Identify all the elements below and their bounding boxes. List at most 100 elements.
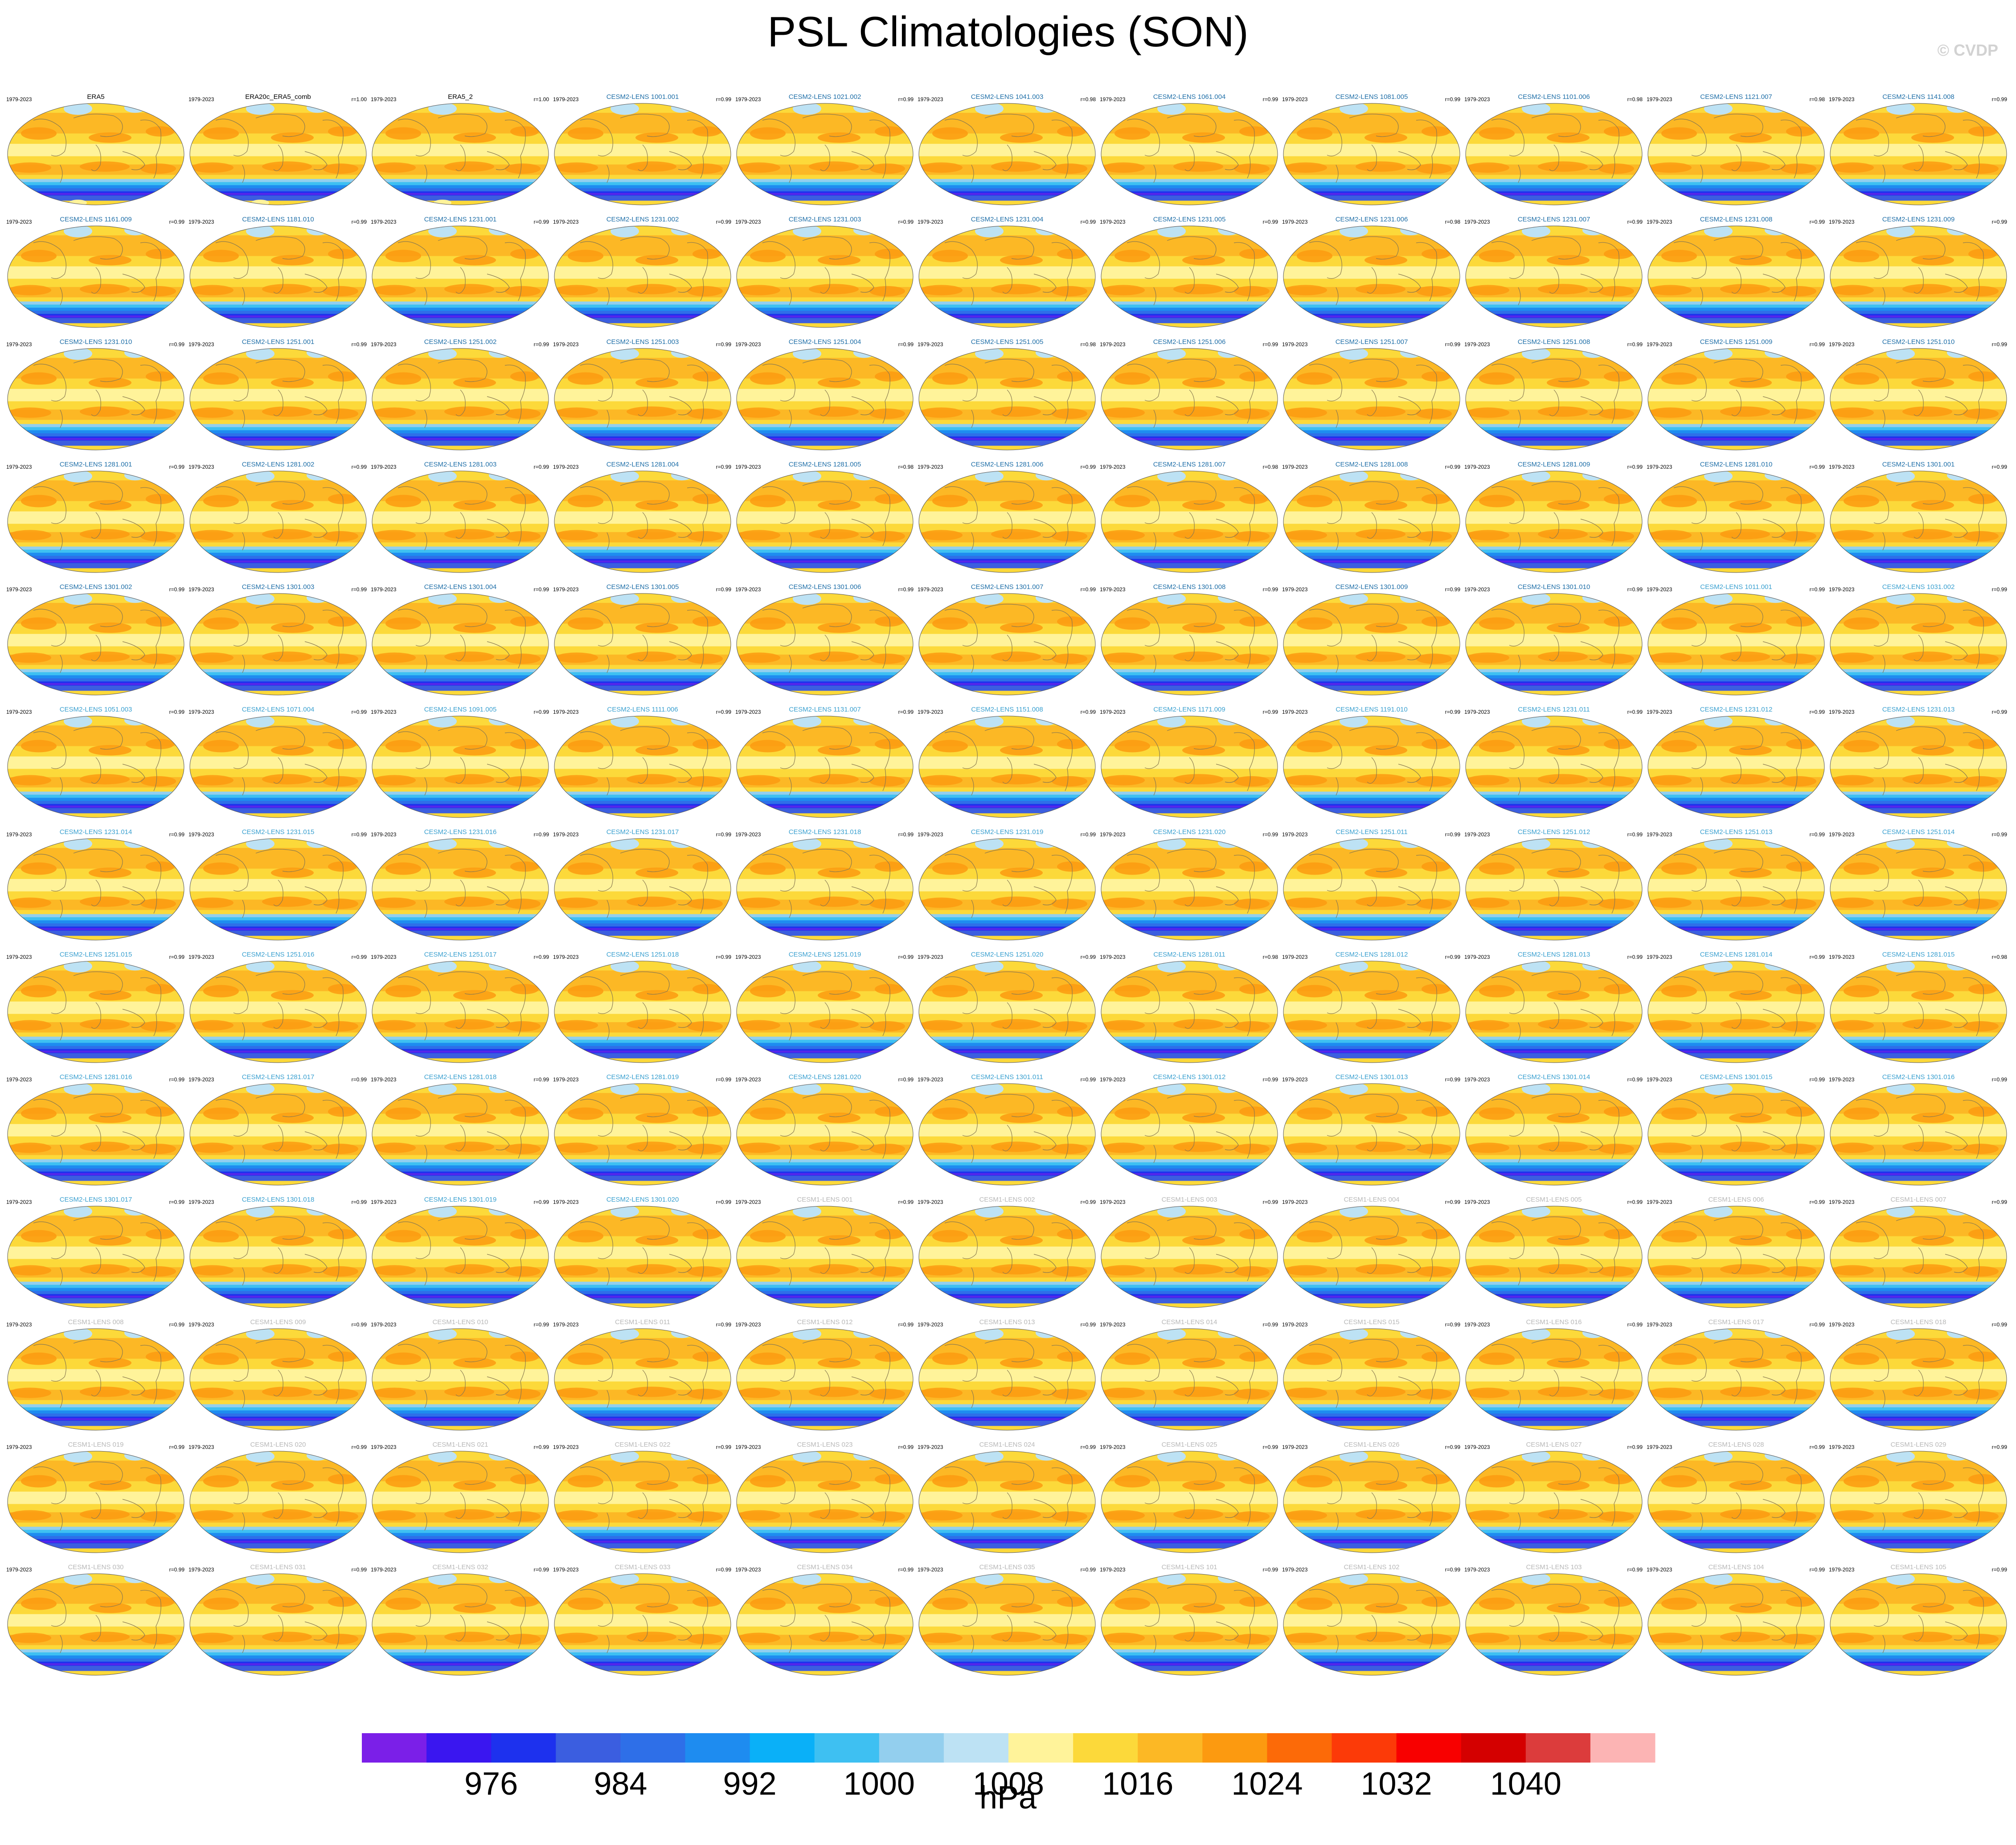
panel-title: CESM1-LENS 024 — [979, 1441, 1035, 1448]
panel-title: CESM1-LENS 023 — [797, 1441, 853, 1448]
panel-title: CESM2-LENS 1231.009 — [1882, 216, 1955, 223]
panel-period-label: 1979-2023 — [1282, 1076, 1308, 1083]
panel-period-label: 1979-2023 — [918, 1199, 943, 1205]
panel-period-label: 1979-2023 — [553, 1567, 579, 1573]
panel-period-label: 1979-2023 — [1829, 341, 1855, 348]
panel-period-label: 1979-2023 — [735, 1444, 761, 1450]
panel-pattern-correlation: r=0.99 — [169, 831, 184, 838]
colorbar-swatch — [1138, 1733, 1203, 1763]
panel-period-label: 1979-2023 — [371, 954, 397, 960]
colorbar-swatch — [1202, 1733, 1267, 1763]
panel-title: CESM1-LENS 003 — [1161, 1196, 1217, 1203]
map-panel: 1979-2023 CESM2-LENS 1051.003 r=0.99 — [4, 697, 187, 818]
psl-map — [1465, 225, 1643, 328]
psl-map — [372, 838, 549, 941]
panel-pattern-correlation: r=0.99 — [716, 709, 731, 715]
panel-pattern-correlation: r=0.99 — [716, 96, 731, 102]
psl-map — [736, 1573, 914, 1676]
panel-period-label: 1979-2023 — [1647, 464, 1672, 470]
panel-pattern-correlation: r=0.99 — [1809, 1321, 1825, 1328]
panel-pattern-correlation: r=0.99 — [351, 1076, 367, 1083]
panel-period-label: 1979-2023 — [1100, 1444, 1126, 1450]
panel-pattern-correlation: r=0.99 — [351, 219, 367, 225]
map-panel: 1979-2023 CESM2-LENS 1281.004 r=0.99 — [551, 452, 734, 573]
colorbar-swatch — [556, 1733, 621, 1763]
panel-title: CESM2-LENS 1251.015 — [59, 951, 132, 958]
psl-map — [554, 1328, 731, 1431]
map-panel: 1979-2023 CESM2-LENS 1231.010 r=0.99 — [4, 330, 187, 451]
panel-title: CESM2-LENS 1091.005 — [424, 706, 497, 713]
panel-title: CESM1-LENS 020 — [250, 1441, 306, 1448]
panel-pattern-correlation: r=0.99 — [1627, 954, 1643, 960]
panel-period-label: 1979-2023 — [1282, 709, 1308, 715]
panel-title: CESM2-LENS 1251.012 — [1517, 828, 1590, 836]
map-panel: 1979-2023 CESM2-LENS 1231.011 r=0.99 — [1463, 697, 1645, 818]
panel-title: CESM2-LENS 1111.006 — [607, 706, 678, 713]
panel-pattern-correlation: r=0.99 — [533, 586, 549, 593]
map-panel: 1979-2023 CESM1-LENS 016 r=0.99 — [1463, 1310, 1645, 1431]
panel-period-label: 1979-2023 — [1829, 1199, 1855, 1205]
psl-map — [372, 103, 549, 205]
panel-period-label: 1979-2023 — [6, 954, 32, 960]
panel-pattern-correlation: r=0.99 — [1080, 219, 1096, 225]
panel-pattern-correlation: r=0.99 — [1627, 1444, 1643, 1450]
map-panel: 1979-2023 CESM2-LENS 1251.013 r=0.99 — [1645, 820, 1828, 941]
map-panel: 1979-2023 CESM1-LENS 021 r=0.99 — [369, 1432, 552, 1554]
map-panel: 1979-2023 CESM1-LENS 013 r=0.99 — [916, 1310, 1098, 1431]
panel-period-label: 1979-2023 — [1464, 1444, 1490, 1450]
psl-map — [736, 593, 914, 695]
colorbar-swatch — [1332, 1733, 1397, 1763]
colorbar-swatch — [943, 1733, 1009, 1763]
panel-pattern-correlation: r=0.99 — [533, 1444, 549, 1450]
panel-period-label: 1979-2023 — [188, 1567, 214, 1573]
psl-map — [1283, 470, 1460, 573]
psl-map — [189, 348, 367, 450]
panel-period-label: 1979-2023 — [188, 219, 214, 225]
panel-title: CESM2-LENS 1251.014 — [1882, 828, 1955, 836]
panel-pattern-correlation: r=0.99 — [1080, 1567, 1096, 1573]
map-panel: 1979-2023 CESM2-LENS 1231.016 r=0.99 — [369, 820, 552, 941]
psl-map — [918, 838, 1096, 941]
panel-period-label: 1979-2023 — [1282, 1321, 1308, 1328]
panel-period-label: 1979-2023 — [371, 1076, 397, 1083]
panel-pattern-correlation: r=0.99 — [1445, 831, 1460, 838]
psl-map — [1101, 348, 1278, 450]
panel-period-label: 1979-2023 — [6, 1076, 32, 1083]
psl-map — [1830, 348, 2007, 450]
panel-period-label: 1979-2023 — [1464, 464, 1490, 470]
panel-period-label: 1979-2023 — [1829, 219, 1855, 225]
map-panel: 1979-2023 CESM2-LENS 1231.005 r=0.99 — [1098, 207, 1281, 328]
panel-period-label: 1979-2023 — [553, 1076, 579, 1083]
psl-map — [1465, 470, 1643, 573]
panel-title: CESM2-LENS 1231.004 — [971, 216, 1044, 223]
map-panel: 1979-2023 CESM1-LENS 035 r=0.99 — [916, 1555, 1098, 1676]
map-panel: 1979-2023 CESM2-LENS 1251.005 r=0.98 — [916, 330, 1098, 451]
panel-pattern-correlation: r=0.99 — [1445, 96, 1460, 102]
psl-map — [918, 716, 1096, 818]
panel-period-label: 1979-2023 — [1282, 219, 1308, 225]
panel-title: CESM2-LENS 1301.010 — [1517, 583, 1590, 591]
psl-map — [554, 470, 731, 573]
panel-pattern-correlation: r=0.99 — [1991, 1321, 2007, 1328]
panel-pattern-correlation: r=0.99 — [1809, 954, 1825, 960]
panel-title: CESM2-LENS 1231.011 — [1518, 706, 1590, 713]
panel-pattern-correlation: r=0.99 — [1809, 341, 1825, 348]
panel-pattern-correlation: r=0.99 — [716, 1199, 731, 1205]
panel-period-label: 1979-2023 — [918, 831, 943, 838]
map-panel: 1979-2023 CESM2-LENS 1301.009 r=0.99 — [1280, 575, 1463, 696]
panel-pattern-correlation: r=0.99 — [1809, 1076, 1825, 1083]
psl-map — [1465, 348, 1643, 450]
map-panel: 1979-2023 CESM2-LENS 1251.002 r=0.99 — [369, 330, 552, 451]
panel-title: CESM2-LENS 1281.016 — [59, 1073, 132, 1081]
colorbar-units-label: hPa — [979, 1780, 1037, 1816]
panel-title: CESM2-LENS 1251.016 — [242, 951, 315, 958]
panel-period-label: 1979-2023 — [1100, 96, 1126, 102]
psl-map — [1283, 838, 1460, 941]
panel-period-label: 1979-2023 — [188, 464, 214, 470]
map-panel-grid: 1979-2023 ERA5 1979-2023 ERA20c_ERA5_comb r=… — [4, 94, 2007, 1676]
map-panel: 1979-2023 CESM1-LENS 102 r=0.99 — [1280, 1555, 1463, 1676]
panel-pattern-correlation: r=0.98 — [1080, 96, 1096, 102]
panel-pattern-correlation: r=0.99 — [1080, 586, 1096, 593]
panel-title: CESM2-LENS 1231.003 — [788, 216, 861, 223]
psl-map — [554, 1451, 731, 1553]
